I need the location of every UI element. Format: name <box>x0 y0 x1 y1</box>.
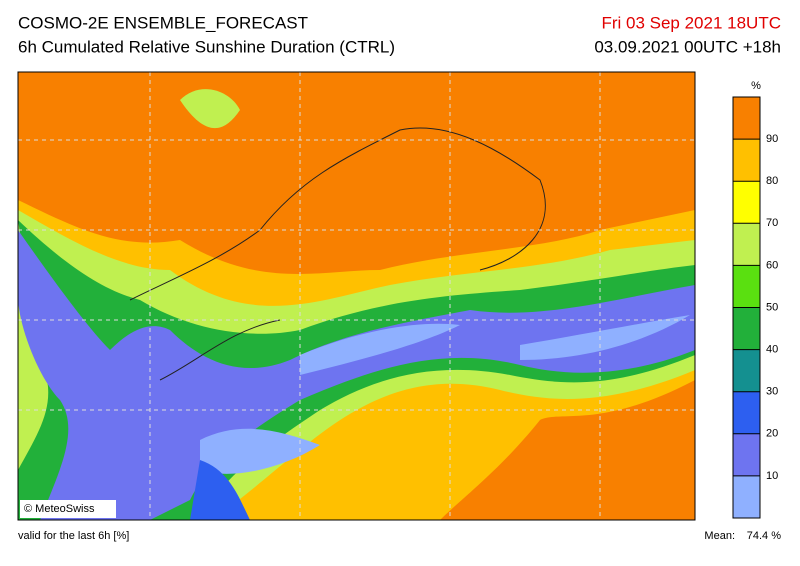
colorbar-band <box>733 349 760 392</box>
map: © MeteoSwiss <box>17 71 696 521</box>
colorbar-tick-label: 20 <box>766 428 778 440</box>
colorbar-band <box>733 97 760 140</box>
colorbar-tick-label: 70 <box>766 217 778 229</box>
mean-label: Mean: <box>704 530 735 542</box>
mean-value: 74.4 % <box>747 530 781 542</box>
colorbar: % 10 20 30 40 50 60 70 80 90 <box>732 80 778 519</box>
colorbar-tick-label: 80 <box>766 175 778 187</box>
title: COSMO-2E ENSEMBLE_FORECAST <box>18 13 308 32</box>
run-time: 03.09.2021 00UTC +18h <box>594 37 781 56</box>
colorbar-band <box>733 391 760 434</box>
colorbar-band <box>733 181 760 224</box>
colorbar-tick-label: 50 <box>766 301 778 313</box>
copyright: © MeteoSwiss <box>24 503 95 515</box>
footer-note: valid for the last 6h [%] <box>18 530 129 542</box>
subtitle: 6h Cumulated Relative Sunshine Duration … <box>18 37 395 56</box>
colorbar-band <box>733 475 760 518</box>
colorbar-tick-label: 10 <box>766 470 778 482</box>
colorbar-band <box>733 265 760 308</box>
colorbar-band <box>733 307 760 350</box>
colorbar-tick-label: 40 <box>766 344 778 356</box>
valid-time: Fri 03 Sep 2021 18UTC <box>601 13 781 32</box>
colorbar-tick-label: 30 <box>766 386 778 398</box>
colorbar-band <box>733 433 760 476</box>
colorbar-unit: % <box>751 80 761 92</box>
colorbar-band <box>733 223 760 266</box>
colorbar-tick-label: 90 <box>766 133 778 145</box>
colorbar-band <box>733 139 760 182</box>
colorbar-tick-label: 60 <box>766 259 778 271</box>
